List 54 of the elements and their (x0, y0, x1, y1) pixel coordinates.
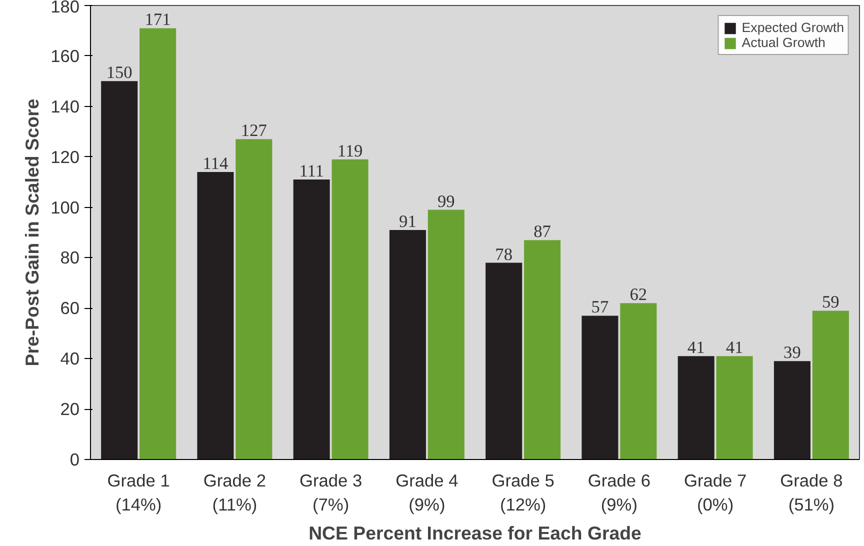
bar (812, 310, 849, 460)
y-tick-label: 100 (50, 197, 80, 218)
data-label: 62 (630, 285, 648, 304)
y-tick-label: 180 (50, 0, 80, 16)
bar (678, 356, 714, 460)
x-axis-title: NCE Percent Increase for Each Grade (308, 522, 642, 544)
bar (582, 316, 618, 460)
data-label: 41 (687, 338, 705, 358)
data-label: 39 (784, 343, 801, 362)
bar (140, 28, 176, 460)
bar (389, 230, 426, 460)
data-label: 99 (438, 192, 455, 211)
x-tick-label: Grade 4 (9%) (396, 470, 459, 514)
y-tick-label: 60 (60, 298, 80, 318)
y-tick-label: 0 (70, 450, 80, 470)
y-tick-label: 120 (50, 146, 80, 167)
legend-label: Actual Growth (742, 35, 826, 50)
bar (332, 159, 368, 460)
bar (486, 262, 522, 460)
bar (620, 303, 657, 460)
bar (293, 180, 330, 460)
x-tick-label: Grade 6 (9%) (588, 470, 651, 514)
x-tick-label: Grade 5 (12%) (492, 470, 554, 514)
bar (428, 210, 464, 460)
x-tick-label: Grade 2 (11%) (203, 470, 266, 514)
y-tick-label: 40 (60, 348, 80, 369)
bar (524, 240, 561, 460)
y-tick-label: 80 (60, 248, 80, 268)
x-tick-label: Grade 7 (0%) (684, 470, 747, 514)
data-label: 78 (495, 244, 512, 264)
data-label: 171 (144, 10, 171, 30)
x-tick-label: Grade 8 (51%) (780, 470, 843, 514)
y-tick-label: 140 (50, 96, 80, 116)
data-label: 150 (106, 63, 132, 82)
y-tick-label: 20 (60, 399, 80, 420)
bar (197, 172, 234, 460)
data-label: 127 (240, 121, 268, 140)
data-label: 59 (822, 292, 840, 312)
bar (716, 356, 753, 460)
y-axis-title: Pre-Post Gain in Scaled Score (22, 98, 43, 366)
y-tick-label: 160 (50, 46, 80, 66)
bar (774, 361, 810, 460)
bar (236, 139, 272, 460)
data-label: 91 (399, 212, 416, 231)
legend-label: Expected Growth (742, 20, 844, 35)
data-label: 114 (202, 154, 228, 173)
x-tick-label: Grade 1 (14%) (107, 470, 170, 514)
data-label: 111 (299, 162, 324, 181)
data-label: 41 (726, 338, 744, 358)
data-label: 119 (337, 141, 363, 160)
data-label: 87 (534, 222, 552, 242)
bar (101, 81, 138, 460)
x-tick-label: Grade 3 (7%) (300, 470, 362, 514)
data-label: 57 (591, 298, 609, 317)
